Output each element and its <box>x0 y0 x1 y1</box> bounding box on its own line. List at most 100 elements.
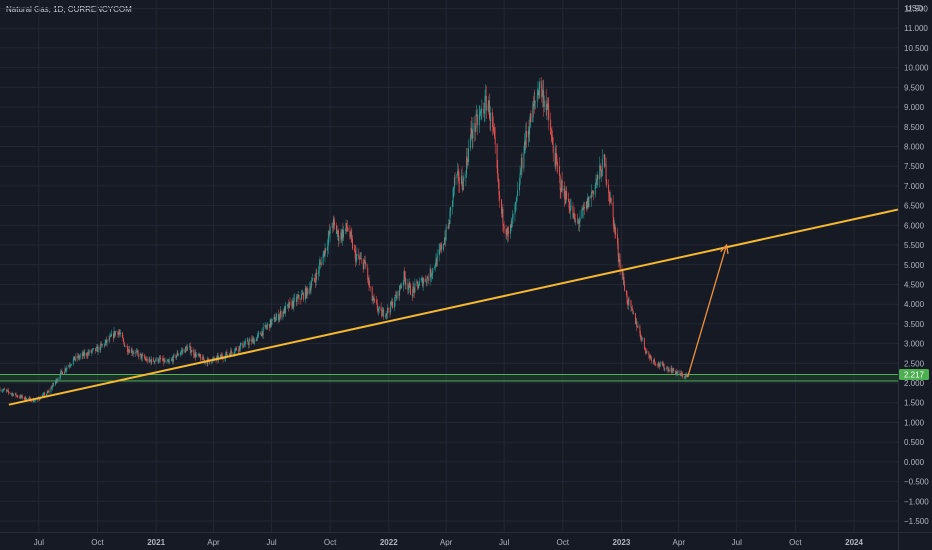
candle-body <box>265 325 267 327</box>
candle-body <box>448 223 450 228</box>
candle-body <box>213 357 215 360</box>
candle-body <box>237 350 239 351</box>
candle-body <box>390 302 392 313</box>
candle-body <box>86 353 88 356</box>
candle-body <box>176 355 177 358</box>
candle-body <box>342 229 344 238</box>
candle-body <box>487 104 489 111</box>
candle-body <box>368 278 370 286</box>
candle-body <box>19 395 21 398</box>
candle-body <box>385 313 387 317</box>
candle-body <box>617 243 619 257</box>
candle-body <box>524 141 526 145</box>
candle-body <box>167 360 169 362</box>
candle-body <box>470 127 472 137</box>
candle-body <box>199 354 201 357</box>
candle-body <box>322 254 324 265</box>
candle-body <box>227 354 228 356</box>
candle-body <box>262 331 264 336</box>
candle-body <box>159 357 161 359</box>
candle-body <box>65 369 67 371</box>
candle-body <box>427 276 429 279</box>
candle-body <box>323 250 325 257</box>
candle-body <box>586 201 588 209</box>
candle-body <box>382 309 384 312</box>
candle-body <box>137 350 139 353</box>
candle-body <box>363 262 365 269</box>
candle-body <box>166 360 168 362</box>
candle-body <box>157 357 159 362</box>
candle-body <box>610 197 612 202</box>
candle-body <box>576 220 578 222</box>
candle-body <box>627 303 629 305</box>
candle-body <box>392 301 394 308</box>
candle-body <box>364 259 366 263</box>
candle-body <box>225 351 227 355</box>
candle-body <box>148 358 150 362</box>
candle-body <box>97 346 98 353</box>
candle-body <box>256 337 258 341</box>
candle-body <box>309 287 311 294</box>
candle-body <box>650 356 652 358</box>
candle-body <box>54 381 56 385</box>
candle-body <box>521 157 523 169</box>
projection-arrow-head[interactable] <box>720 243 729 255</box>
candle-body <box>434 266 436 268</box>
candle-body <box>685 375 687 376</box>
candle-body <box>462 178 464 191</box>
candle-body <box>109 335 111 337</box>
support-zone[interactable] <box>0 374 898 382</box>
candle-body <box>367 267 369 280</box>
candle-body <box>8 391 10 394</box>
candle-body <box>21 395 23 399</box>
candle-body <box>287 303 289 305</box>
candle-body <box>257 334 258 338</box>
candle-body <box>162 358 164 361</box>
candle-body <box>50 387 52 392</box>
candle-body <box>362 259 364 269</box>
candle-body <box>601 175 603 177</box>
candle-body <box>190 346 192 354</box>
candle-body <box>189 346 191 347</box>
candle-body <box>644 347 646 350</box>
candle-body <box>221 355 223 358</box>
candle-body <box>354 249 356 252</box>
candle-body <box>380 306 382 311</box>
candle-body <box>297 295 299 298</box>
candle-body <box>659 365 661 367</box>
candle-body <box>626 290 627 295</box>
candle-body <box>131 349 133 354</box>
candle-body <box>499 195 501 200</box>
candle-body <box>184 349 186 353</box>
candle-body <box>319 262 321 265</box>
candle-body <box>539 81 541 89</box>
candle-body <box>266 325 268 328</box>
candle-body <box>151 358 153 364</box>
projection-arrow-line[interactable] <box>687 244 728 378</box>
candle-body <box>658 362 660 366</box>
x-tick-label: Jul <box>266 538 276 547</box>
candle-body <box>280 311 282 318</box>
trendline[interactable] <box>8 208 899 406</box>
candle-body <box>485 95 487 97</box>
candle-body <box>119 333 121 335</box>
candle-body <box>467 148 469 162</box>
candle-body <box>371 286 373 301</box>
candle-body <box>288 303 290 308</box>
candle-body <box>130 349 132 353</box>
y-tick-label: 11.000 <box>904 24 928 33</box>
candle-body <box>515 201 517 203</box>
candle-body <box>534 100 536 102</box>
candle-body <box>533 100 535 107</box>
candle-body <box>88 350 90 354</box>
candle-body <box>231 352 233 354</box>
candle-body <box>6 390 8 392</box>
candle-body <box>167 360 169 361</box>
candle-body <box>507 228 509 233</box>
candle-body <box>672 367 674 371</box>
candle-body <box>318 264 320 271</box>
candle-body <box>444 237 446 244</box>
candle-body <box>285 305 286 314</box>
